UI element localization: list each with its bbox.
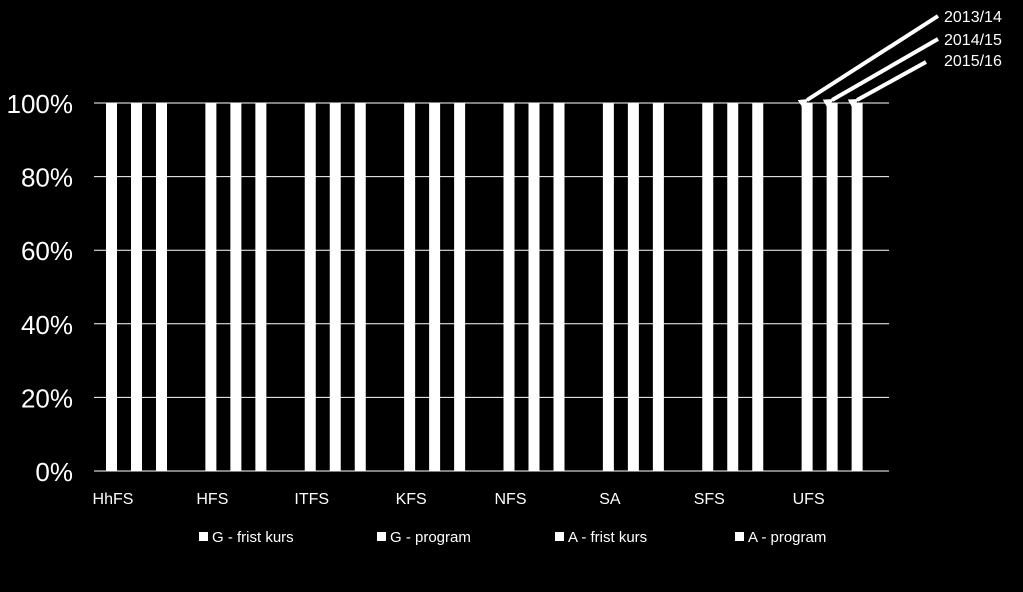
legend-swatch xyxy=(377,532,386,541)
legend-swatch xyxy=(199,532,208,541)
bars xyxy=(106,103,863,471)
x-tick-label: HhFS xyxy=(93,491,134,508)
x-tick-label: SA xyxy=(599,491,621,508)
bar xyxy=(801,103,813,471)
legend-label: A - frist kurs xyxy=(568,529,647,546)
x-tick-label: HFS xyxy=(196,491,228,508)
bar xyxy=(454,103,466,471)
y-tick-label: 60% xyxy=(21,236,73,266)
legend-label: G - frist kurs xyxy=(212,529,294,546)
period-label: 2014/15 xyxy=(944,32,1002,49)
bar xyxy=(851,103,863,471)
bar xyxy=(528,103,540,471)
period-arrow xyxy=(822,37,939,109)
bar xyxy=(702,103,714,471)
bar xyxy=(553,103,565,471)
period-annotations: 2013/14 2014/15 2015/16 xyxy=(797,9,1002,109)
period-arrow xyxy=(797,14,940,109)
bar xyxy=(329,103,341,471)
bar xyxy=(304,103,316,471)
x-tick-label: NFS xyxy=(495,491,527,508)
y-tick-label: 100% xyxy=(7,89,74,119)
x-tick-label: SFS xyxy=(694,491,725,508)
bar xyxy=(752,103,764,471)
legend-label: A - program xyxy=(748,529,826,546)
bar xyxy=(230,103,242,471)
bar xyxy=(602,103,614,471)
x-tick-label: KFS xyxy=(396,491,427,508)
period-label: 2015/16 xyxy=(944,53,1002,70)
bar xyxy=(503,103,515,471)
bar xyxy=(106,103,117,471)
legend-label: G - program xyxy=(390,529,471,546)
y-tick-label: 0% xyxy=(35,457,73,487)
bar xyxy=(156,103,167,471)
bar xyxy=(727,103,739,471)
bar xyxy=(404,103,416,471)
period-arrow xyxy=(847,60,927,109)
y-tick-label: 20% xyxy=(21,383,73,413)
bar xyxy=(255,103,267,471)
legend-swatch xyxy=(735,532,744,541)
y-tick-label: 40% xyxy=(21,310,73,340)
bar xyxy=(826,103,838,471)
x-axis-tick-labels: HhFS HFS ITFS KFS NFS SA SFS UFS xyxy=(93,491,825,508)
bar xyxy=(205,103,217,471)
x-tick-label: ITFS xyxy=(294,491,329,508)
bar xyxy=(131,103,142,471)
bar xyxy=(429,103,441,471)
y-tick-label: 80% xyxy=(21,163,73,193)
y-axis-tick-labels: 0% 20% 40% 60% 80% 100% xyxy=(7,89,74,487)
legend: G - frist kurs G - program A - frist kurs A… xyxy=(199,529,826,546)
x-tick-label: UFS xyxy=(793,491,825,508)
period-label: 2013/14 xyxy=(944,9,1002,26)
bar xyxy=(652,103,664,471)
legend-swatch xyxy=(555,532,564,541)
bar xyxy=(354,103,366,471)
bar xyxy=(627,103,639,471)
